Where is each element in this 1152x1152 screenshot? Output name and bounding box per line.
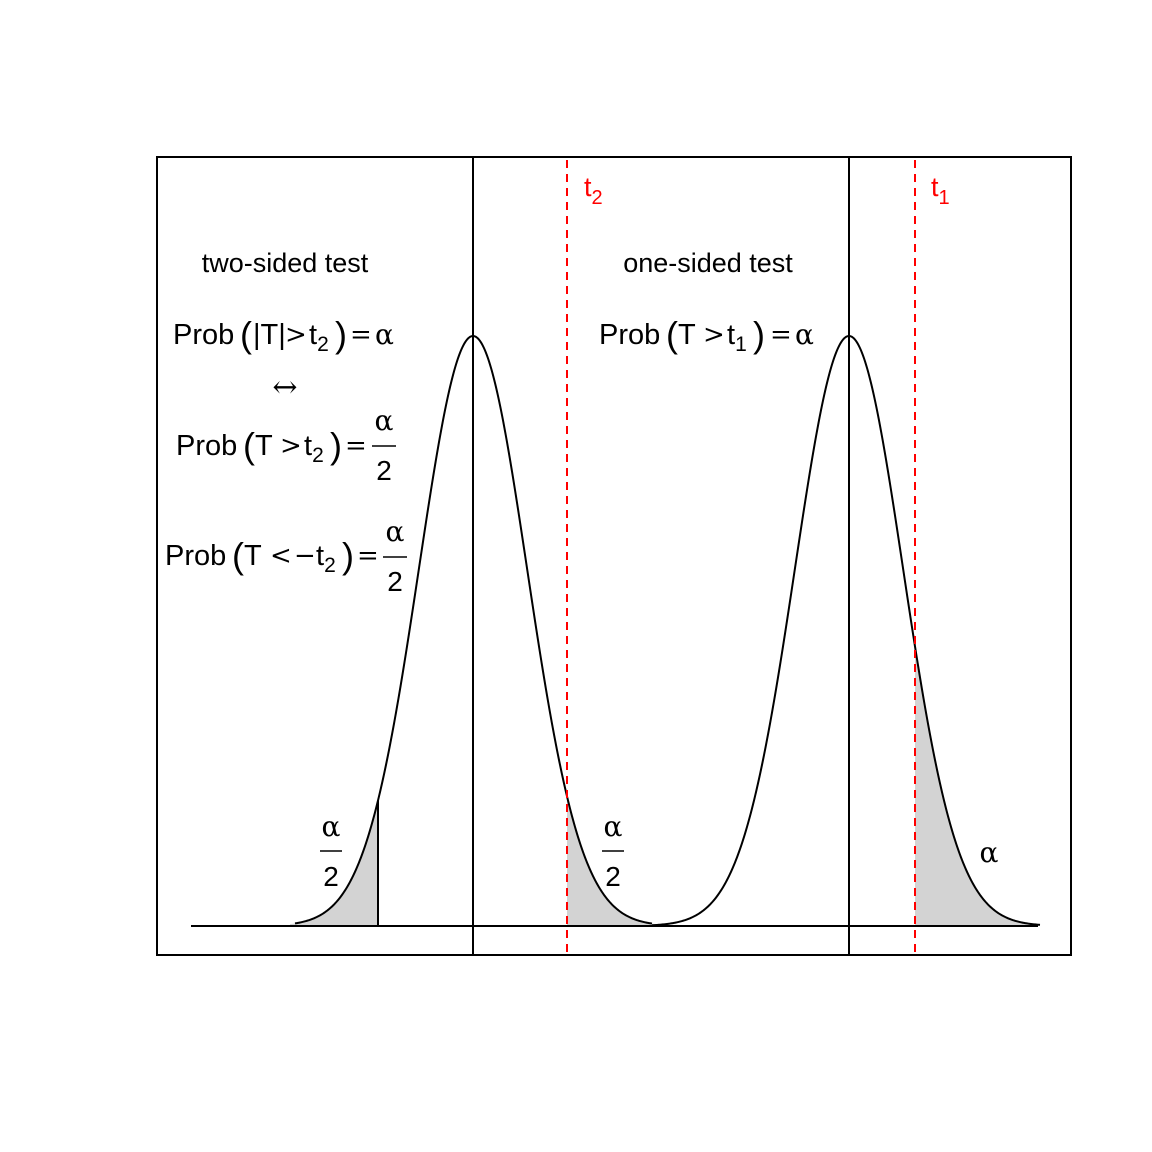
svg-text:2: 2: [376, 455, 392, 486]
svg-text:(: (: [232, 535, 244, 576]
formula-upper-tail: Prob ( T > t2 ) = α 2: [176, 404, 396, 486]
svg-text:<: <: [270, 541, 292, 571]
svg-text:=: =: [350, 320, 372, 350]
svg-text:Prob: Prob: [599, 319, 660, 351]
formula-lower-tail: Prob ( T < − t2 ) = α 2: [165, 515, 407, 597]
t1-label: t1: [931, 172, 950, 209]
svg-text:>: >: [703, 320, 725, 350]
svg-text:>: >: [285, 320, 307, 350]
right-tail-label-two-sided: α 2: [602, 810, 624, 892]
svg-text:): ): [330, 425, 342, 466]
left-tail-label: α 2: [320, 810, 342, 892]
svg-text:t2: t2: [316, 540, 336, 577]
svg-text:T: T: [678, 319, 696, 351]
svg-text:2: 2: [387, 566, 403, 597]
svg-text:>: >: [280, 431, 302, 461]
svg-text:t2: t2: [309, 319, 329, 356]
right-tail-shaded-area-two-sided: [567, 796, 660, 926]
t2-label: t2: [584, 172, 603, 209]
svg-text:Prob: Prob: [173, 319, 234, 351]
svg-text:α: α: [322, 810, 341, 843]
svg-text:Prob: Prob: [165, 540, 226, 572]
svg-text:T: T: [255, 430, 273, 462]
svg-text:t2: t2: [304, 430, 324, 467]
svg-text:): ): [753, 314, 765, 355]
svg-text:(: (: [240, 314, 252, 355]
svg-text:α: α: [386, 515, 405, 548]
density-curve-one-sided: [651, 334, 1041, 927]
svg-text:=: =: [770, 320, 792, 350]
plot-frame: [156, 156, 1072, 956]
svg-text:α: α: [795, 318, 814, 351]
formula-one-sided: Prob ( T > t1 ) = α: [599, 314, 814, 356]
right-tail-label-one-sided: α: [980, 836, 999, 869]
svg-text:T: T: [244, 540, 262, 572]
svg-text:=: =: [345, 431, 367, 461]
left-tail-shaded-area: [290, 800, 378, 926]
svg-text:α: α: [375, 318, 394, 351]
equivalence-arrow: ↔: [272, 370, 297, 405]
svg-text:Prob: Prob: [176, 430, 237, 462]
svg-text:t1: t1: [727, 319, 747, 356]
two-sided-title: two-sided test: [202, 248, 369, 278]
svg-text:(: (: [666, 314, 678, 355]
svg-text:2: 2: [323, 861, 339, 892]
svg-text:|T|: |T|: [253, 319, 286, 351]
svg-text:−: −: [294, 541, 316, 571]
svg-text:=: =: [357, 541, 379, 571]
svg-text:): ): [335, 314, 347, 355]
svg-text:): ): [342, 535, 354, 576]
svg-text:(: (: [243, 425, 255, 466]
svg-text:2: 2: [605, 861, 621, 892]
svg-text:α: α: [604, 810, 623, 843]
one-sided-title: one-sided test: [623, 248, 793, 278]
formula-two-sided-abs: Prob ( |T| > t2 ) = α: [173, 314, 394, 356]
right-tail-shaded-area-one-sided: [915, 646, 1038, 926]
svg-text:α: α: [375, 404, 394, 437]
